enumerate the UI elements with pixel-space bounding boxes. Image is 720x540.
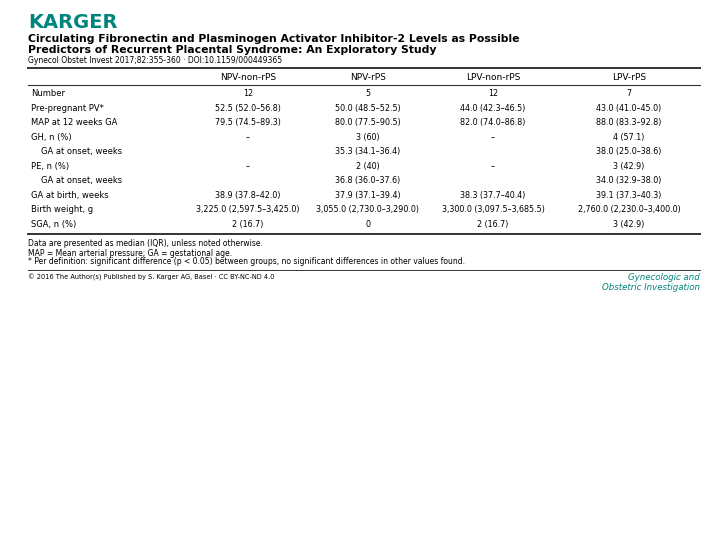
Text: 0: 0 [366, 220, 371, 229]
Text: 2 (40): 2 (40) [356, 162, 380, 171]
Text: Number: Number [31, 89, 65, 98]
Text: NPV-non-rPS: NPV-non-rPS [220, 72, 276, 82]
Text: 3 (42.9): 3 (42.9) [613, 220, 644, 229]
Text: 82.0 (74.0–86.8): 82.0 (74.0–86.8) [460, 118, 526, 127]
Text: 2 (16.7): 2 (16.7) [233, 220, 264, 229]
Text: 37.9 (37.1–39.4): 37.9 (37.1–39.4) [336, 191, 401, 200]
Text: 34.0 (32.9–38.0): 34.0 (32.9–38.0) [596, 176, 662, 185]
Text: 3 (60): 3 (60) [356, 133, 380, 141]
Text: 3,225.0 (2,597.5–3,425.0): 3,225.0 (2,597.5–3,425.0) [197, 205, 300, 214]
Text: –: – [491, 162, 495, 171]
Text: Gynecol Obstet Invest 2017;82:355-360 · DOI:10.1159/000449365: Gynecol Obstet Invest 2017;82:355-360 · … [28, 56, 282, 65]
Text: NPV-rPS: NPV-rPS [350, 72, 386, 82]
Text: 2 (16.7): 2 (16.7) [477, 220, 509, 229]
Text: 3,300.0 (3,097.5–3,685.5): 3,300.0 (3,097.5–3,685.5) [441, 205, 544, 214]
Text: Gynecologic and: Gynecologic and [629, 273, 700, 282]
Text: 38.3 (37.7–40.4): 38.3 (37.7–40.4) [460, 191, 526, 200]
Text: MAP at 12 weeks GA: MAP at 12 weeks GA [31, 118, 117, 127]
Text: –: – [246, 162, 250, 171]
Text: 12: 12 [488, 89, 498, 98]
Text: KARGER: KARGER [28, 13, 117, 32]
Text: LPV-rPS: LPV-rPS [612, 72, 646, 82]
Text: LPV-non-rPS: LPV-non-rPS [466, 72, 520, 82]
Text: 43.0 (41.0–45.0): 43.0 (41.0–45.0) [596, 104, 662, 113]
Text: SGA, n (%): SGA, n (%) [31, 220, 76, 229]
Text: –: – [246, 133, 250, 141]
Text: 39.1 (37.3–40.3): 39.1 (37.3–40.3) [596, 191, 662, 200]
Text: 44.0 (42.3–46.5): 44.0 (42.3–46.5) [460, 104, 526, 113]
Text: 3,055.0 (2,730.0–3,290.0): 3,055.0 (2,730.0–3,290.0) [317, 205, 420, 214]
Text: 5: 5 [366, 89, 371, 98]
Text: 3 (42.9): 3 (42.9) [613, 162, 644, 171]
Text: 88.0 (83.3–92.8): 88.0 (83.3–92.8) [596, 118, 662, 127]
Text: Obstetric Investigation: Obstetric Investigation [602, 284, 700, 293]
Text: 12: 12 [243, 89, 253, 98]
Text: GA at onset, weeks: GA at onset, weeks [41, 176, 122, 185]
Text: 4 (57.1): 4 (57.1) [613, 133, 644, 141]
Text: 38.0 (25.0–38.6): 38.0 (25.0–38.6) [596, 147, 662, 156]
Text: 79.5 (74.5–89.3): 79.5 (74.5–89.3) [215, 118, 281, 127]
Text: MAP = Mean arterial pressure; GA = gestational age.: MAP = Mean arterial pressure; GA = gesta… [28, 248, 232, 258]
Text: –: – [491, 133, 495, 141]
Text: * Per definition: significant difference (p < 0.05) between groups, no significa: * Per definition: significant difference… [28, 258, 465, 267]
Text: 2,760.0 (2,230.0–3,400.0): 2,760.0 (2,230.0–3,400.0) [577, 205, 680, 214]
Text: Pre-pregnant PV*: Pre-pregnant PV* [31, 104, 104, 113]
Text: Data are presented as median (IQR), unless noted otherwise.: Data are presented as median (IQR), unle… [28, 240, 263, 248]
Text: 36.8 (36.0–37.6): 36.8 (36.0–37.6) [336, 176, 400, 185]
Text: Birth weight, g: Birth weight, g [31, 205, 93, 214]
Text: 50.0 (48.5–52.5): 50.0 (48.5–52.5) [335, 104, 401, 113]
Text: PE, n (%): PE, n (%) [31, 162, 69, 171]
Text: © 2016 The Author(s) Published by S. Karger AG, Basel · CC BY-NC-ND 4.0: © 2016 The Author(s) Published by S. Kar… [28, 273, 274, 281]
Text: 52.5 (52.0–56.8): 52.5 (52.0–56.8) [215, 104, 281, 113]
Text: Predictors of Recurrent Placental Syndrome: An Exploratory Study: Predictors of Recurrent Placental Syndro… [28, 45, 436, 55]
Text: 38.9 (37.8–42.0): 38.9 (37.8–42.0) [215, 191, 281, 200]
Text: GA at onset, weeks: GA at onset, weeks [41, 147, 122, 156]
Text: 35.3 (34.1–36.4): 35.3 (34.1–36.4) [336, 147, 400, 156]
Text: GH, n (%): GH, n (%) [31, 133, 71, 141]
Text: 80.0 (77.5–90.5): 80.0 (77.5–90.5) [335, 118, 401, 127]
Text: Circulating Fibronectin and Plasminogen Activator Inhibitor-2 Levels as Possible: Circulating Fibronectin and Plasminogen … [28, 34, 520, 44]
Text: 7: 7 [626, 89, 631, 98]
Text: GA at birth, weeks: GA at birth, weeks [31, 191, 109, 200]
